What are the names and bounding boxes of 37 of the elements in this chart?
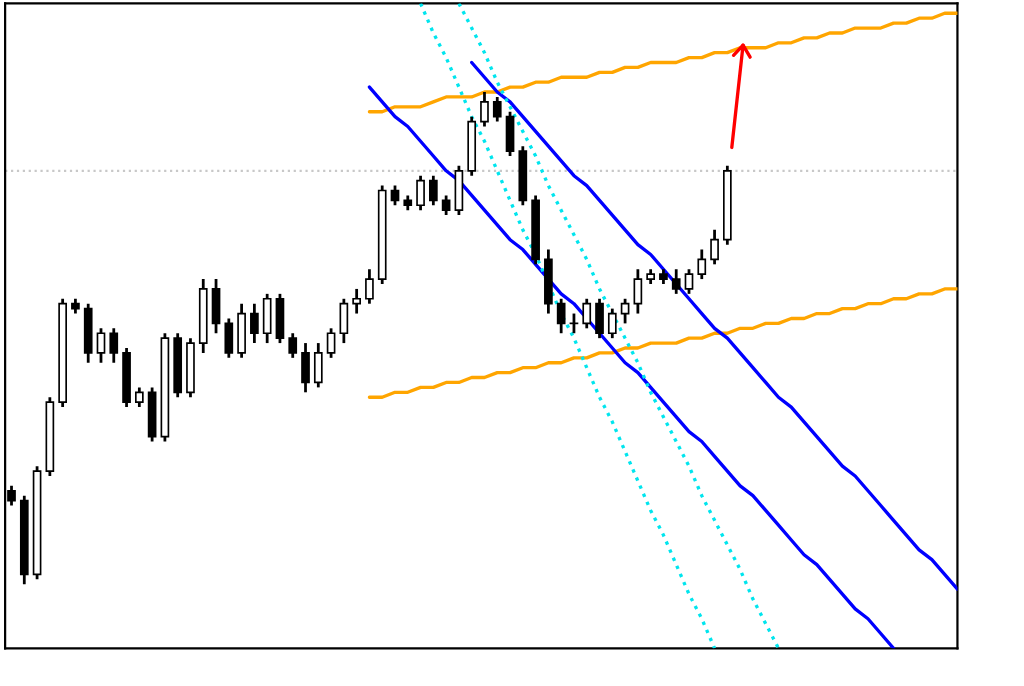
candlestick bbox=[96, 326, 106, 365]
candlestick bbox=[595, 297, 604, 340]
candlestick bbox=[428, 174, 438, 207]
candlestick bbox=[339, 297, 349, 345]
candlestick bbox=[633, 267, 643, 315]
candlestick bbox=[441, 194, 451, 217]
candlestick bbox=[671, 267, 681, 296]
candlestick bbox=[134, 385, 144, 409]
candlestick bbox=[288, 331, 298, 360]
candlestick bbox=[454, 164, 464, 217]
candlestick bbox=[556, 297, 566, 335]
candlestick bbox=[250, 302, 259, 345]
candlestick bbox=[147, 385, 157, 443]
candlestick bbox=[684, 267, 694, 296]
candlestick bbox=[237, 302, 246, 360]
candlestick bbox=[211, 277, 221, 335]
candlestick bbox=[275, 292, 285, 345]
candlestick bbox=[262, 292, 272, 345]
candlestick bbox=[83, 302, 93, 365]
candlestick bbox=[697, 248, 707, 281]
candlestick bbox=[620, 297, 630, 325]
candlestick bbox=[313, 341, 323, 389]
candlestick bbox=[301, 341, 310, 394]
candlestick bbox=[710, 228, 719, 266]
candlestick bbox=[390, 184, 400, 207]
candlestick bbox=[416, 174, 425, 212]
candlestick bbox=[326, 326, 336, 360]
candlestick bbox=[505, 110, 515, 158]
candlestick bbox=[352, 287, 361, 315]
candlestick bbox=[607, 307, 617, 340]
candlestick bbox=[224, 317, 234, 360]
candlestick bbox=[109, 326, 119, 365]
candlestick bbox=[582, 297, 592, 330]
candlestick bbox=[544, 248, 553, 315]
candlestick bbox=[480, 90, 489, 128]
candlestick bbox=[492, 95, 502, 123]
candlestick bbox=[365, 267, 374, 306]
